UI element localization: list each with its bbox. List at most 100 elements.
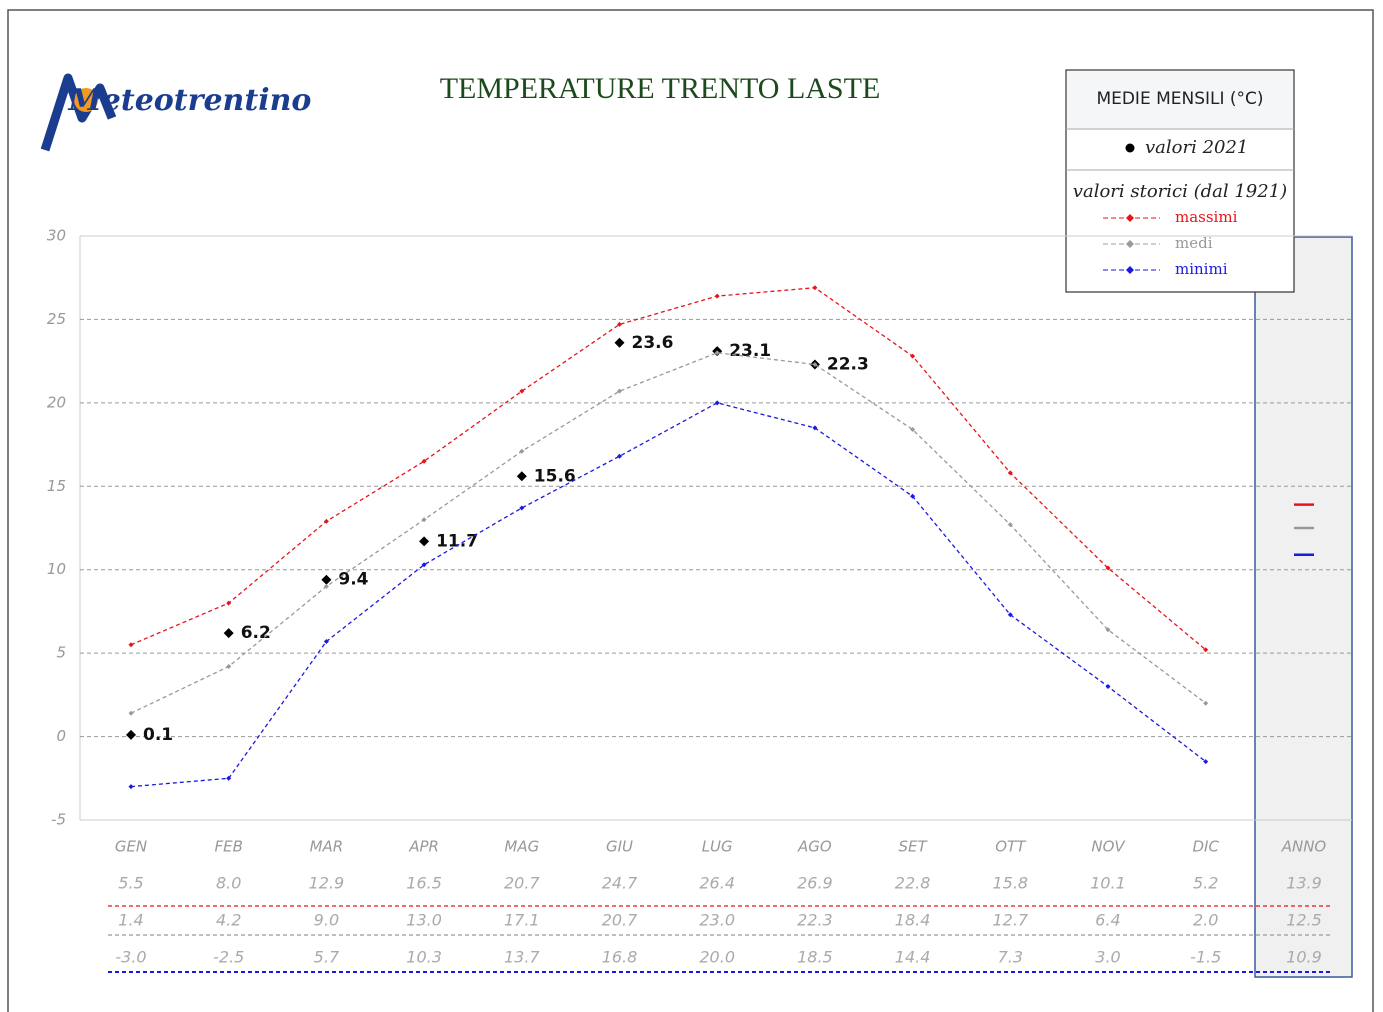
data-label: 9.4 — [338, 570, 368, 590]
table-value: 17.1 — [504, 911, 540, 930]
y-tick-label: 0 — [56, 727, 66, 745]
point — [1203, 647, 1209, 653]
point — [323, 638, 329, 644]
data-label: 23.6 — [632, 333, 674, 353]
point — [812, 285, 818, 291]
point-2021 — [516, 471, 527, 482]
table-value: 22.3 — [797, 911, 833, 930]
point-2021 — [614, 337, 625, 348]
table-value: -2.5 — [213, 948, 244, 967]
point — [910, 493, 916, 499]
legend-label: medi — [1175, 234, 1213, 252]
point — [617, 388, 622, 394]
data-label: 11.7 — [436, 531, 478, 551]
chart-title: TEMPERATURE TRENTO LASTE — [440, 72, 881, 105]
point — [1007, 612, 1013, 618]
point — [1203, 759, 1209, 765]
legend-label: minimi — [1175, 260, 1228, 278]
point — [714, 400, 720, 406]
table-value: 14.4 — [895, 948, 931, 967]
table-value: 15.8 — [992, 874, 1028, 893]
table-value: 26.4 — [699, 874, 735, 893]
x-tick-label: SET — [899, 838, 929, 856]
x-tick-label: ANNO — [1281, 838, 1327, 856]
series-line — [130, 352, 1207, 714]
point-2021 — [419, 536, 430, 547]
legend-label: valori 2021 — [1145, 137, 1248, 158]
point — [617, 453, 622, 459]
legend-marker — [1126, 240, 1134, 248]
y-tick-label: -5 — [51, 811, 66, 829]
series-line — [130, 287, 1207, 651]
point — [421, 562, 427, 568]
table-value: 8.0 — [216, 874, 241, 893]
table-value: 5.2 — [1193, 874, 1218, 893]
legend: MEDIE MENSILI (°C) valori storici (dal 1… — [1065, 69, 1295, 293]
table-value: 20.7 — [602, 911, 638, 930]
point — [226, 775, 232, 781]
point-2021 — [126, 729, 136, 740]
point — [714, 293, 720, 299]
table-value: 10.1 — [1090, 874, 1126, 893]
table-value: 6.4 — [1095, 911, 1120, 930]
table-value: 7.3 — [998, 948, 1023, 967]
point — [910, 427, 916, 433]
data-label: 22.3 — [827, 354, 869, 374]
annual-panel — [1254, 236, 1353, 978]
point — [812, 361, 818, 367]
table-value: -1.5 — [1190, 948, 1221, 967]
y-tick-label: 20 — [47, 393, 66, 411]
logo-mark — [40, 73, 117, 152]
legend-title: MEDIE MENSILI (°C) — [1096, 89, 1263, 109]
point — [128, 710, 134, 716]
table-value: 16.5 — [406, 874, 442, 893]
x-tick-label: FEB — [214, 838, 242, 856]
point — [323, 518, 329, 524]
table-value: 1.4 — [118, 911, 143, 930]
y-tick-label: 15 — [47, 477, 66, 495]
table-value: 12.7 — [992, 911, 1028, 930]
table-value: 18.5 — [797, 948, 833, 967]
logo: Meteotrentino — [68, 83, 312, 118]
legend-header — [1067, 71, 1293, 129]
point — [714, 350, 720, 356]
point — [226, 663, 232, 669]
table-value: 20.0 — [699, 948, 735, 967]
table-value: 10.9 — [1286, 948, 1322, 967]
logo-sun — [74, 88, 98, 112]
table-value: 24.7 — [602, 874, 638, 893]
legend-marker — [1126, 266, 1134, 274]
point — [519, 448, 525, 454]
point-2021 — [223, 628, 234, 639]
x-tick-label: APR — [408, 838, 439, 856]
table-value: 4.2 — [216, 911, 241, 930]
point — [519, 388, 525, 394]
point — [128, 642, 134, 648]
point-2021 — [321, 574, 332, 585]
table-value: 26.9 — [797, 874, 833, 893]
table-value: 10.3 — [406, 948, 442, 967]
point — [1203, 700, 1209, 706]
point — [1007, 522, 1013, 528]
x-tick-label: MAG — [504, 838, 539, 856]
table-value: 13.0 — [406, 911, 442, 930]
series-line — [130, 402, 1207, 788]
point — [910, 353, 916, 359]
point — [1105, 565, 1111, 571]
point — [812, 425, 818, 431]
table-value: 18.4 — [895, 911, 931, 930]
legend-history: valori storici (dal 1921) — [1073, 181, 1287, 202]
x-tick-label: DIC — [1192, 838, 1219, 856]
table-value: 3.0 — [1095, 948, 1120, 967]
table-value: 9.0 — [314, 911, 339, 930]
point — [1105, 684, 1111, 690]
point — [1105, 627, 1111, 633]
x-tick-label: NOV — [1091, 838, 1126, 856]
table-value: 12.5 — [1286, 911, 1322, 930]
data-label: 23.1 — [729, 341, 771, 361]
point — [421, 517, 427, 523]
y-tick-label: 25 — [47, 310, 66, 328]
point — [617, 321, 622, 327]
data-label: 6.2 — [241, 623, 271, 643]
